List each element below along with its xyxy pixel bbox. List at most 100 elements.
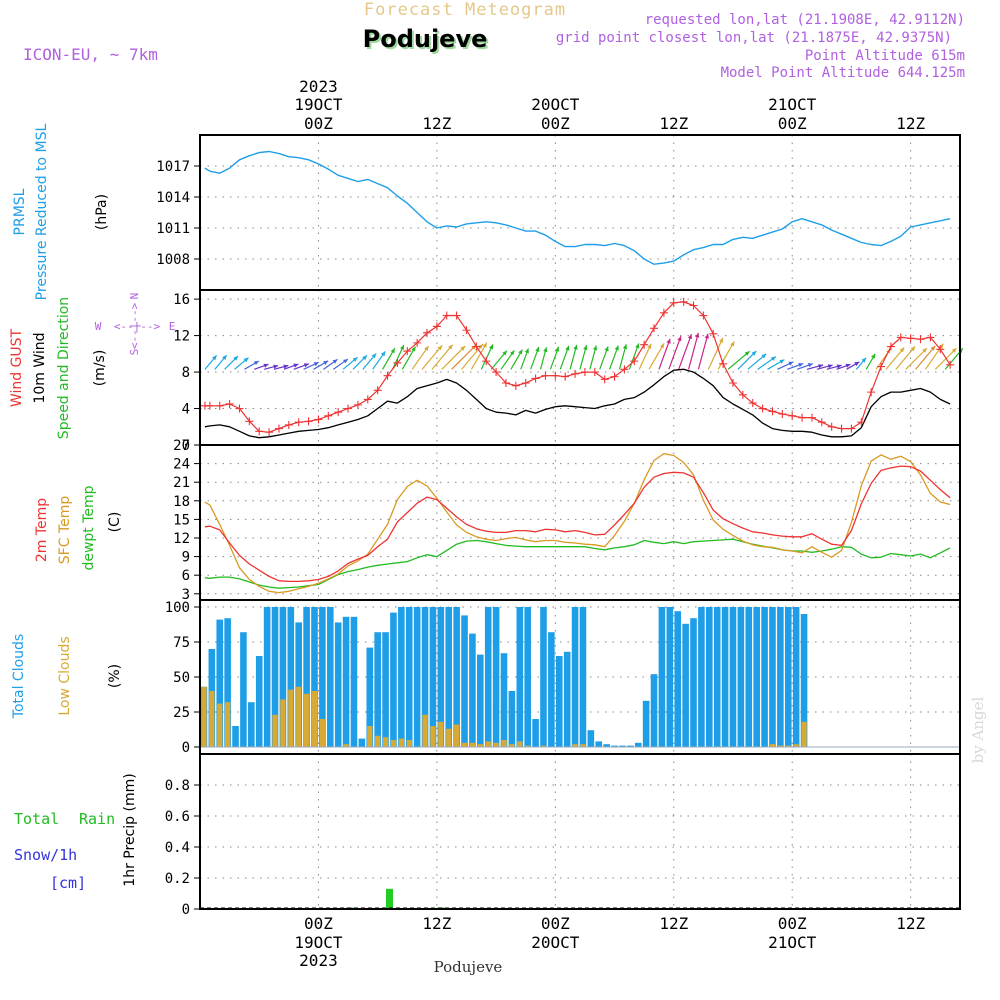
wind-gust-marker: [225, 399, 234, 408]
wind-gust-marker: [423, 328, 432, 337]
wind-label-dir: Speed and Direction: [56, 297, 72, 439]
wind-gust-marker: [620, 365, 629, 374]
total-cloud-bar: [437, 607, 445, 747]
low-cloud-bar: [303, 693, 310, 747]
wind-gust-marker: [936, 345, 945, 354]
total-cloud-bar: [784, 607, 792, 747]
wind-gust-marker: [462, 326, 471, 335]
total-cloud-bar: [311, 607, 318, 747]
wind-arrow-head: [313, 362, 319, 367]
low-cloud-bar: [422, 714, 428, 747]
clouds-ytick-label: 75: [173, 635, 190, 651]
total-cloud-bar: [461, 615, 468, 747]
clouds-ytick-label: 100: [165, 600, 190, 616]
wind-arrow-head: [647, 343, 652, 349]
wind-gust-marker: [857, 418, 866, 427]
wind-direction-arrow: [905, 347, 928, 370]
bottom-date-label: 20OCT: [531, 933, 580, 952]
total-cloud-bar: [319, 607, 326, 747]
temp-unit: (C): [107, 512, 123, 533]
wind-arrow-head: [371, 353, 377, 359]
dewpoint-line: [204, 538, 951, 589]
wind-label-gust: Wind GUST: [9, 328, 25, 407]
wind-gust-marker: [659, 308, 668, 317]
wind-direction-arrow: [915, 345, 936, 370]
wind-arrow-head: [380, 351, 386, 357]
pressure-ytick-label: 1011: [156, 221, 190, 237]
pressure-label-2: Pressure Reduced to MSL: [34, 123, 50, 300]
wind-gust-marker: [738, 390, 747, 399]
wind-gust-marker: [255, 427, 264, 436]
wind-direction-arrow: [895, 345, 916, 370]
low-cloud-bar: [438, 721, 444, 747]
wind-arrow-head: [687, 334, 692, 340]
temp-2m-line: [204, 465, 951, 583]
wind-arrow-head: [400, 345, 404, 350]
wind-arrow-head: [622, 344, 628, 350]
wind-arrow-head: [253, 361, 259, 366]
precip-label-rain: Rain: [79, 810, 115, 828]
total-cloud-bar: [334, 622, 342, 747]
total-cloud-bar: [721, 607, 729, 747]
low-cloud-bar: [793, 744, 799, 747]
wind-10m-line: [204, 368, 951, 439]
wind-gust-marker: [215, 401, 224, 410]
top-hour-label: 12Z: [896, 114, 925, 133]
bottom-hour-label: 00Z: [778, 914, 807, 933]
low-cloud-bar: [225, 702, 231, 747]
wind-arrow-head: [930, 345, 936, 351]
low-cloud-bar: [777, 745, 783, 747]
wind-arrow-head: [695, 332, 700, 338]
wind-gust-marker: [452, 311, 461, 320]
compass-ns-arrows: <--|-->: [128, 302, 141, 349]
wind-gust-marker: [600, 375, 609, 384]
wind-gust-marker: [580, 368, 589, 377]
pressure-labels: PRMSL Pressure Reduced to MSL (hPa): [12, 123, 110, 300]
wind-arrow-head: [362, 355, 367, 361]
total-cloud-bar: [382, 632, 389, 747]
wind-direction-arrow: [470, 342, 488, 370]
total-cloud-bar: [445, 607, 453, 747]
wind-direction-arrow: [411, 345, 430, 370]
top-hour-label: 12Z: [422, 114, 451, 133]
wind-arrow-head: [543, 347, 548, 353]
wind-gust-marker: [610, 372, 619, 381]
wind-gust-marker: [877, 362, 886, 371]
top-date-label: 21OCT: [768, 95, 817, 114]
bottom-hour-label: 00Z: [304, 914, 333, 933]
wind-arrow-head: [263, 363, 269, 368]
wind-direction-arrow: [431, 344, 454, 370]
wind-gust-marker: [807, 413, 816, 422]
wind-gust-marker: [531, 374, 540, 383]
total-cloud-bar: [698, 607, 705, 747]
wind-arrow-head: [836, 364, 842, 369]
low-cloud-bar: [493, 742, 499, 747]
total-cloud-bar: [658, 607, 666, 747]
precip-panel-frame: [199, 753, 961, 910]
wind-gust-marker: [294, 418, 303, 427]
low-cloud-bar: [398, 738, 404, 747]
total-cloud-bar: [477, 654, 484, 747]
temperature-ytick-label: 21: [173, 475, 190, 491]
total-cloud-bar: [761, 607, 768, 747]
wind-gust-marker: [837, 424, 846, 433]
wind-direction-arrow: [885, 347, 905, 370]
wind-unit: (m/s): [92, 350, 108, 387]
wind-direction-arrow: [648, 343, 665, 370]
total-cloud-bar: [777, 607, 784, 747]
wind-direction-arrow: [717, 341, 735, 370]
total-cloud-bar: [769, 607, 776, 747]
total-cloud-bar: [398, 607, 405, 747]
low-cloud-bar: [461, 742, 468, 747]
total-cloud-bar: [453, 607, 460, 747]
temperature-ytick-label: 6: [182, 568, 190, 584]
wind-gust-marker: [274, 424, 283, 433]
total-cloud-bar: [508, 691, 516, 747]
total-cloud-bar: [540, 607, 547, 747]
low-cloud-bar: [272, 714, 278, 747]
wind-gust-marker: [314, 415, 323, 424]
wind-arrow-head: [807, 363, 813, 368]
total-cloud-bar: [366, 647, 374, 747]
wind-gust-marker: [324, 411, 333, 420]
wind-arrow-head: [899, 347, 905, 353]
